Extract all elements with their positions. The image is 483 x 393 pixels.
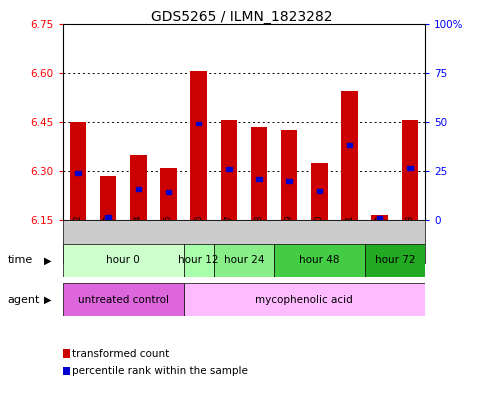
Text: hour 72: hour 72 — [375, 255, 415, 265]
Bar — [317, 189, 322, 193]
Bar — [70, 122, 86, 220]
Text: GSM1133726: GSM1133726 — [194, 215, 203, 268]
Text: percentile rank within the sample: percentile rank within the sample — [72, 366, 248, 376]
Bar — [286, 179, 292, 183]
Bar — [63, 283, 184, 316]
Bar — [100, 176, 116, 220]
Bar — [196, 121, 201, 125]
Text: GSM1133722: GSM1133722 — [73, 215, 83, 268]
Text: transformed count: transformed count — [72, 349, 170, 359]
Bar — [365, 244, 425, 277]
Bar — [371, 215, 388, 220]
Bar — [160, 168, 177, 220]
Bar — [105, 215, 111, 219]
Text: hour 0: hour 0 — [106, 255, 140, 265]
Text: GSM1133725: GSM1133725 — [164, 215, 173, 268]
Bar — [226, 167, 231, 171]
Text: GSM1133723: GSM1133723 — [103, 215, 113, 268]
Bar — [63, 220, 425, 263]
Bar — [75, 171, 81, 174]
Text: GSM1133728: GSM1133728 — [255, 215, 264, 268]
Bar — [184, 283, 425, 316]
Bar — [311, 163, 327, 220]
Bar — [407, 166, 412, 170]
Bar — [402, 120, 418, 220]
Bar — [347, 143, 352, 147]
Text: hour 24: hour 24 — [224, 255, 264, 265]
Bar — [281, 130, 298, 220]
Text: ▶: ▶ — [43, 295, 51, 305]
Bar — [213, 244, 274, 277]
Text: agent: agent — [7, 295, 40, 305]
Bar — [341, 91, 358, 220]
Text: untreated control: untreated control — [78, 295, 169, 305]
Text: mycophenolic acid: mycophenolic acid — [256, 295, 353, 305]
Bar — [63, 244, 184, 277]
Bar — [136, 187, 141, 191]
Bar — [184, 244, 213, 277]
Bar — [256, 177, 262, 181]
Bar — [274, 244, 365, 277]
Text: GSM1133727: GSM1133727 — [224, 215, 233, 268]
Text: GSM1133729: GSM1133729 — [284, 215, 294, 268]
Text: GDS5265 / ILMN_1823282: GDS5265 / ILMN_1823282 — [151, 10, 332, 24]
Text: GSM1133732: GSM1133732 — [375, 215, 384, 268]
Bar — [166, 190, 171, 194]
Text: GSM1133724: GSM1133724 — [134, 215, 143, 268]
Text: GSM1133731: GSM1133731 — [345, 215, 354, 268]
Text: ▶: ▶ — [43, 255, 51, 265]
Text: hour 12: hour 12 — [178, 255, 219, 265]
Text: time: time — [7, 255, 32, 265]
Text: GSM1133730: GSM1133730 — [315, 215, 324, 268]
Text: GSM1133733: GSM1133733 — [405, 215, 414, 268]
Bar — [190, 71, 207, 220]
Bar — [221, 120, 237, 220]
Text: hour 48: hour 48 — [299, 255, 340, 265]
Bar — [251, 127, 267, 220]
Bar — [130, 154, 146, 220]
Bar — [377, 217, 383, 220]
